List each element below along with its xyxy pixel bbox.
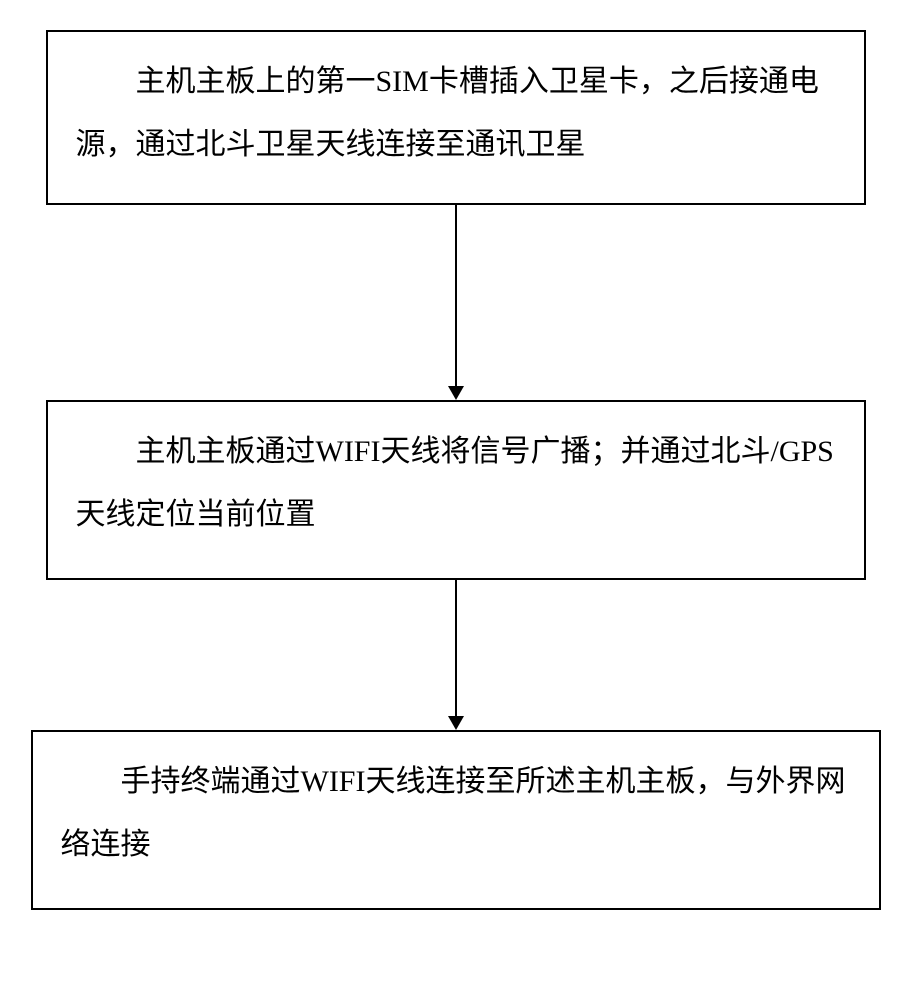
step-text: 主机主板通过WIFI天线将信号广播；并通过北斗/GPS天线定位当前位置 <box>76 435 834 531</box>
arrow-line <box>455 580 457 717</box>
flowchart-step-3: 手持终端通过WIFI天线连接至所述主机主板，与外界网络连接 <box>31 730 881 910</box>
step-text: 主机主板上的第一SIM卡槽插入卫星卡，之后接通电源，通过北斗卫星天线连接至通讯卫… <box>76 65 819 161</box>
arrow-1 <box>448 205 464 400</box>
arrow-head-icon <box>448 386 464 400</box>
arrow-line <box>455 205 457 387</box>
arrow-head-icon <box>448 716 464 730</box>
flowchart-step-2: 主机主板通过WIFI天线将信号广播；并通过北斗/GPS天线定位当前位置 <box>46 400 866 580</box>
arrow-2 <box>448 580 464 730</box>
flowchart-container: 主机主板上的第一SIM卡槽插入卫星卡，之后接通电源，通过北斗卫星天线连接至通讯卫… <box>0 0 911 1000</box>
flowchart-step-1: 主机主板上的第一SIM卡槽插入卫星卡，之后接通电源，通过北斗卫星天线连接至通讯卫… <box>46 30 866 205</box>
step-text: 手持终端通过WIFI天线连接至所述主机主板，与外界网络连接 <box>61 765 846 861</box>
